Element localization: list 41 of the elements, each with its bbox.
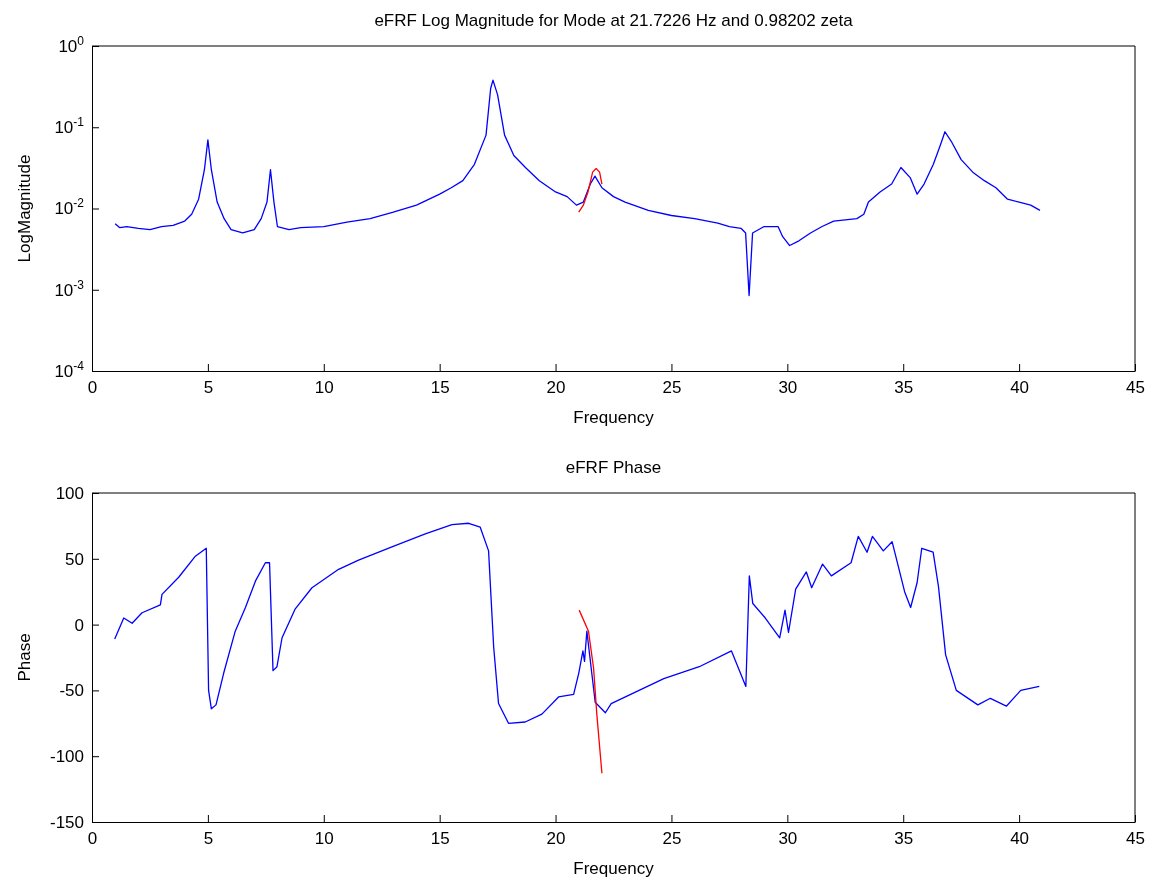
x-tick-label: 45 xyxy=(1126,829,1145,849)
y-tick-label: -150 xyxy=(49,812,84,832)
x-tick-label: 15 xyxy=(430,829,450,849)
line-series xyxy=(114,79,1041,297)
x-tick-label: 10 xyxy=(314,829,334,849)
x-tick-label: 0 xyxy=(87,378,98,398)
x-tick-label: 5 xyxy=(203,378,214,398)
y-tick-label: 10$^{0}$ xyxy=(58,33,85,56)
x-tick-label: 0 xyxy=(87,829,98,849)
y-tick-label: -50 xyxy=(59,681,84,701)
y-tick-label: 100 xyxy=(55,483,84,503)
x-tick-label: 35 xyxy=(894,829,914,849)
x-tick-label: 40 xyxy=(1010,378,1030,398)
x-tick-label: 20 xyxy=(546,829,566,849)
x-tick-label: 5 xyxy=(203,829,214,849)
x-tick-label: 40 xyxy=(1010,829,1030,849)
y-tick-label: 10$^{-4}$ xyxy=(54,358,85,381)
x-tick-label: 35 xyxy=(894,378,914,398)
chart-title: eFRF Log Magnitude for Mode at 21.7226 Hz and 0.98202 zeta xyxy=(374,11,854,30)
x-tick-label: 15 xyxy=(430,378,450,398)
x-axis-title: Frequency xyxy=(573,859,655,878)
x-tick-label: 10 xyxy=(314,378,334,398)
y-axis-title: LogMagnitude xyxy=(15,154,34,263)
line-series xyxy=(114,522,1040,724)
x-tick-label: 30 xyxy=(778,829,798,849)
y-tick-label: 50 xyxy=(65,549,84,569)
x-tick-label: 25 xyxy=(662,378,682,398)
x-axis-title: Frequency xyxy=(573,408,655,427)
x-tick-label: 30 xyxy=(778,378,798,398)
y-tick-label: -100 xyxy=(49,747,84,767)
y-tick-label: 10$^{-3}$ xyxy=(54,277,85,300)
x-tick-label: 25 xyxy=(662,829,682,849)
y-tick-label: 10$^{-1}$ xyxy=(54,115,85,138)
y-axis-title: Phase xyxy=(15,633,34,682)
x-tick-label: 45 xyxy=(1126,378,1145,398)
x-tick-label: 20 xyxy=(546,378,566,398)
y-tick-label: 10$^{-2}$ xyxy=(54,196,85,219)
chart-title: eFRF Phase xyxy=(565,458,662,477)
y-tick-label: 0 xyxy=(74,615,84,635)
line-series xyxy=(578,609,603,774)
line-series xyxy=(578,167,603,213)
